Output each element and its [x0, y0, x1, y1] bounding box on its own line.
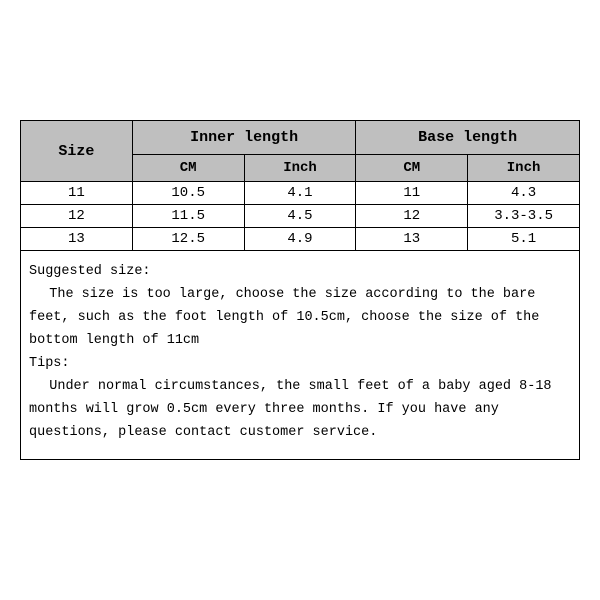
cell: 13: [356, 228, 468, 251]
col-inner-length: Inner length: [132, 121, 356, 155]
cell: 11: [21, 182, 133, 205]
col-size: Size: [21, 121, 133, 182]
sub-inner-cm: CM: [132, 155, 244, 182]
cell: 12: [21, 205, 133, 228]
cell: 12.5: [132, 228, 244, 251]
cell: 12: [356, 205, 468, 228]
sub-inner-inch: Inch: [244, 155, 356, 182]
tips-heading: Tips:: [29, 353, 571, 376]
sub-base-inch: Inch: [468, 155, 580, 182]
cell: 11.5: [132, 205, 244, 228]
cell: 11: [356, 182, 468, 205]
suggested-body: The size is too large, choose the size a…: [29, 284, 571, 353]
table-row: 11 10.5 4.1 11 4.3: [21, 182, 580, 205]
document-container: Size Inner length Base length CM Inch CM…: [0, 0, 600, 480]
col-base-length: Base length: [356, 121, 580, 155]
table-row: 13 12.5 4.9 13 5.1: [21, 228, 580, 251]
tips-body: Under normal circumstances, the small fe…: [29, 376, 571, 445]
cell: 4.5: [244, 205, 356, 228]
suggested-heading: Suggested size:: [29, 261, 571, 284]
table-row: 12 11.5 4.5 12 3.3-3.5: [21, 205, 580, 228]
cell: 3.3-3.5: [468, 205, 580, 228]
cell: 13: [21, 228, 133, 251]
sub-base-cm: CM: [356, 155, 468, 182]
cell: 4.3: [468, 182, 580, 205]
cell: 10.5: [132, 182, 244, 205]
size-table: Size Inner length Base length CM Inch CM…: [20, 120, 580, 251]
cell: 4.9: [244, 228, 356, 251]
cell: 5.1: [468, 228, 580, 251]
cell: 4.1: [244, 182, 356, 205]
header-row-1: Size Inner length Base length: [21, 121, 580, 155]
notes-block: Suggested size:The size is too large, ch…: [20, 251, 580, 460]
